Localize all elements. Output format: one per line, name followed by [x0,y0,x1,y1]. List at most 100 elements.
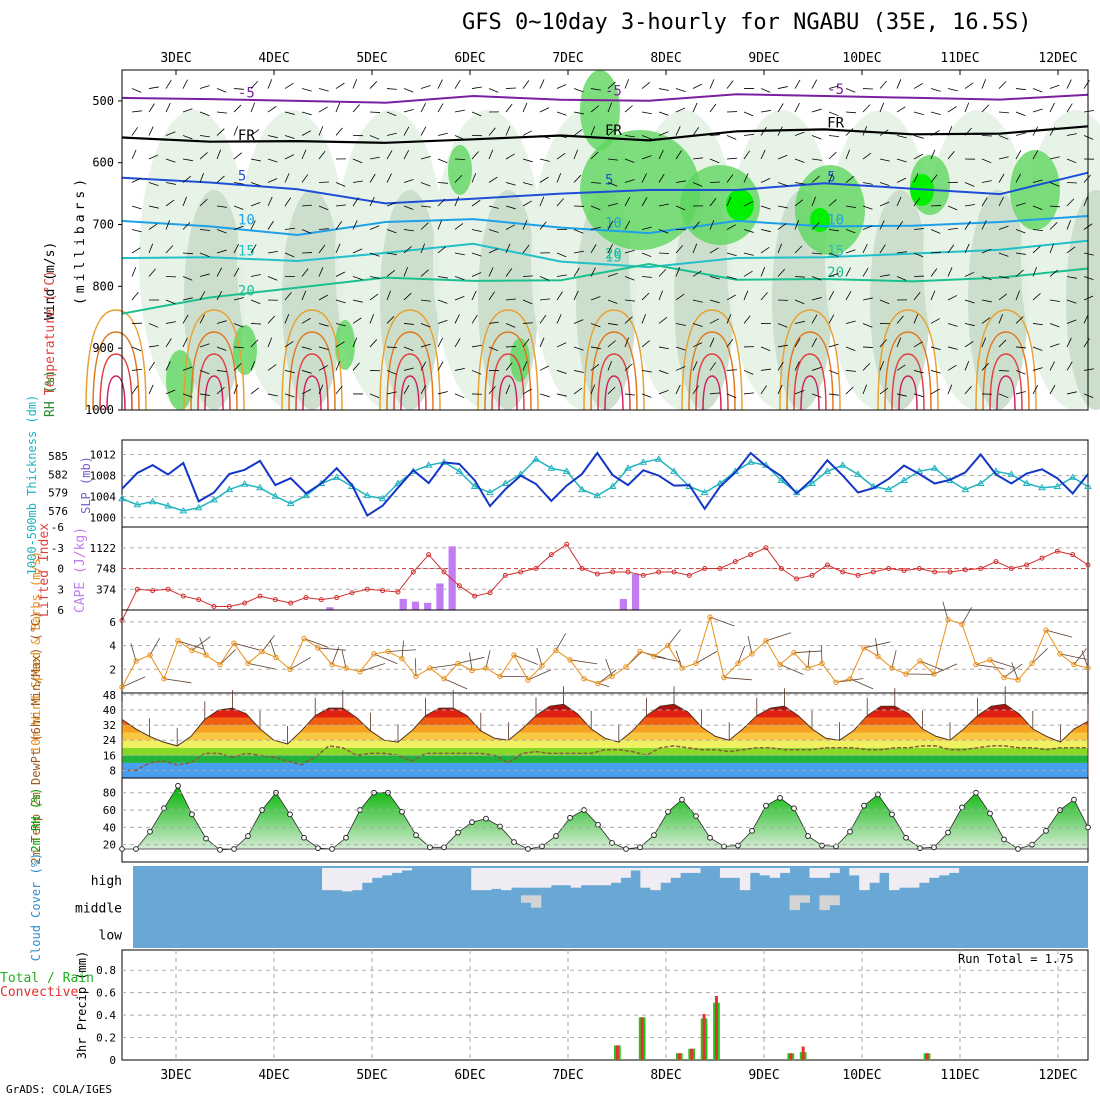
wind-barb [386,88,397,90]
rh2m-panel: 20 40 60 80 2m RH (%) [29,777,1091,863]
wind-speed-point [917,658,923,664]
wind-barb [457,656,485,664]
isotherm-label: 15 [605,250,622,266]
wind-barb [981,104,990,113]
wind-barb [896,221,903,230]
wind-barb [964,182,975,187]
wind-barb [777,384,783,395]
wind-barb [250,274,261,277]
cloud-cell-high [650,868,661,891]
thickness-point [808,479,816,486]
li-tick-label: -6 [51,521,64,534]
temperature-axis-label: Temperature (°C) [43,270,58,395]
wind-barb [182,276,193,281]
wind-barb [607,220,614,230]
wind-barb [505,182,516,186]
cloud-cell-high [580,868,592,886]
wind-barb [828,273,839,277]
wind-barb [199,273,210,277]
precip-convective-bar [702,1013,706,1060]
isotherm--5 [121,93,1089,104]
wind-barb [981,158,992,164]
cloud-cell-high [331,868,343,891]
cape-li-panel: 374 748 1122 -6 -3 0 3 6 Lifted Index CAPE (J/kg) [37,521,1091,623]
wind-barb [777,182,788,187]
y-tick-label: 500 [92,94,114,108]
x-tick-label-top: 9DEC [748,51,779,66]
x-tick-label-bottom: 8DEC [650,1068,681,1083]
li-point [272,597,278,603]
li-point [349,590,355,596]
wind-barb [420,361,427,371]
wind-barb [597,669,617,684]
wind-barb [1032,88,1043,93]
upper-air-frame [121,69,1089,411]
temperature-contour-arc [681,309,743,411]
wind-barb [318,365,328,371]
wind-barb [828,135,839,138]
wind-speed-point [1085,665,1091,671]
rh-point [651,832,657,839]
wind-speed-point [175,638,181,644]
wind-barb [777,154,788,160]
wind-barb [692,323,703,327]
wind-barb [675,126,681,136]
wind-barb [624,179,635,183]
wind-barb [930,388,940,395]
wind-barb [794,320,805,324]
wind-barb [341,650,347,669]
wind-barb [641,340,650,348]
wind-barb [607,360,613,371]
li-axis-label: Lifted Index [37,523,52,617]
wind-barb [807,650,810,669]
wind-speed-point [455,660,461,667]
li-point [334,595,340,601]
wind-speed-point [385,648,391,655]
x-tick-label-top: 10DEC [842,51,881,66]
rh-point [1071,796,1077,803]
x-tick-label-bottom: 3DEC [160,1068,191,1083]
wind-speed-point [959,621,965,627]
wind-barb [267,393,278,397]
x-tick-label-top: 7DEC [552,51,583,66]
wind-barb [443,678,468,690]
wind-barb [1066,103,1073,113]
wind-barb [896,79,902,89]
wind-barb [743,229,754,233]
wind-barb [505,268,513,277]
li-point [226,604,232,610]
wind-barb [658,390,669,395]
wind-barb [590,126,596,136]
wind-barb [471,252,482,257]
wind-barb [165,102,171,113]
thickness-point [777,476,786,483]
wind-barb [913,314,919,324]
wind-barb [369,293,379,301]
wind-barb [420,155,431,160]
wind-barb [726,294,736,301]
rh-point [903,834,909,841]
wind-barb [930,205,942,207]
wind-barb [267,250,278,254]
wind-barb [998,156,1009,160]
wind-barb [284,197,291,207]
rh-area [121,784,1089,851]
y-tick-label: 1000 [85,403,114,417]
wind-barb [505,103,513,113]
isotherm-label: 20 [238,284,255,300]
wind-speed-point [777,661,783,668]
cape-tick-label: 1122 [90,542,117,555]
cloud-cell-middle [829,895,840,906]
wind-barb [250,299,261,305]
wind-barb [556,393,567,397]
wind-barb [779,664,804,675]
wind-barb [624,316,633,324]
rh-point [791,805,797,812]
wind-barb [437,198,446,207]
wind-speed-point [651,653,657,659]
isotherm-label: FR [238,128,255,144]
wind-barb [437,337,443,348]
wind-barb [301,317,311,324]
cloud-cell-high [908,868,920,888]
wind-barb [148,182,159,187]
